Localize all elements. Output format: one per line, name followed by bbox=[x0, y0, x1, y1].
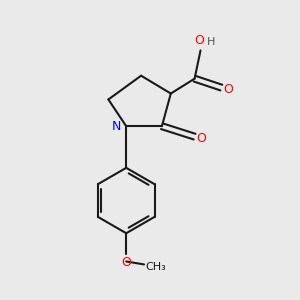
Text: O: O bbox=[223, 82, 233, 96]
Text: O: O bbox=[121, 256, 131, 268]
Text: N: N bbox=[112, 120, 121, 133]
Text: H: H bbox=[207, 38, 215, 47]
Text: CH₃: CH₃ bbox=[146, 262, 166, 272]
Text: O: O bbox=[194, 34, 204, 47]
Text: O: O bbox=[196, 132, 206, 145]
